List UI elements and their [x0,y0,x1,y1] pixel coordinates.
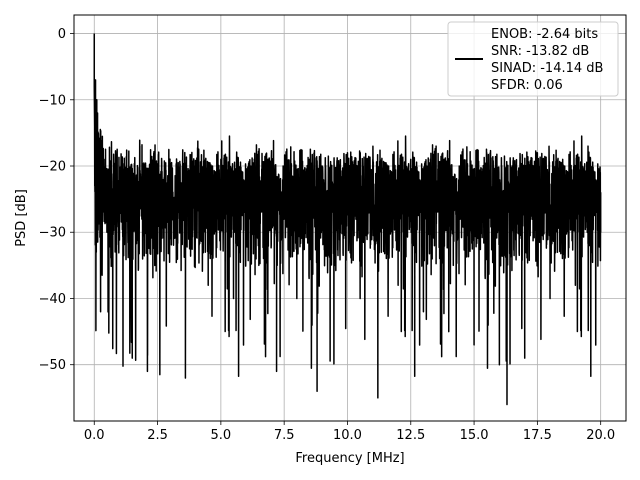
legend-entry-sinad: SINAD: -14.14 dB [491,61,603,76]
x-tick-label: 10.0 [333,428,362,443]
x-tick-label: 20.0 [586,428,615,443]
legend-entry-enob: ENOB: -2.64 bits [491,27,598,42]
y-tick-label: −40 [39,292,66,307]
x-tick-label: 0.0 [84,428,105,443]
y-tick-label: −20 [39,160,66,175]
y-tick-label: −10 [39,93,66,108]
axes-frame [73,14,627,422]
legend-entry-sfdr: SFDR: 0.06 [491,78,563,93]
y-axis-label: PSD [dB] [14,189,29,247]
legend-box [447,21,619,97]
x-tick-label: 7.5 [274,428,295,443]
x-tick-label: 5.0 [211,428,232,443]
legend: ENOB: -2.64 bits SNR: -13.82 dB SINAD: -… [447,21,619,97]
x-axis-label: Frequency [MHz] [295,451,404,466]
psd-series-line [93,33,602,406]
ticks: 0.0 2.5 5.0 7.5 10.0 12.5 15.0 17.5 20.0 0 −10 −20 −… [39,27,616,443]
y-tick-label: −50 [39,358,66,373]
y-tick-label: −30 [39,226,66,241]
legend-entry-snr: SNR: -13.82 dB [491,44,589,59]
y-tick-label: 0 [58,27,66,42]
plot-area [93,33,602,406]
x-tick-label: 12.5 [396,428,425,443]
x-tick-label: 17.5 [523,428,552,443]
x-tick-label: 15.0 [460,428,489,443]
x-tick-label: 2.5 [147,428,168,443]
